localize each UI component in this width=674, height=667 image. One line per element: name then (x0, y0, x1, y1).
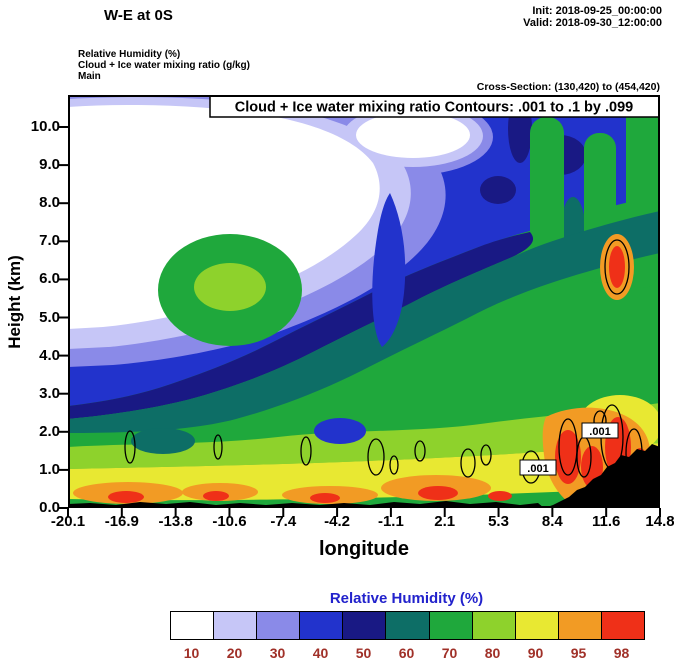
x-tick-label: -20.1 (50, 513, 86, 530)
y-tick-label: 1.0 (39, 460, 60, 478)
plot-frame (68, 95, 660, 508)
y-axis-title: Height (km) (5, 255, 24, 349)
contour-info-box: Cloud + Ice water mixing ratio Contours:… (209, 95, 660, 118)
colorbar-cell (386, 612, 430, 639)
y-tick-label: 0.0 (39, 499, 60, 516)
y-tick-label: 9.0 (39, 156, 60, 174)
contour-label-text: .001 (589, 426, 610, 438)
colorbar-cell (472, 612, 516, 639)
colorbar-tick-label: 90 (527, 645, 544, 661)
colorbar-cell (429, 612, 473, 639)
colorbar-cell (515, 612, 559, 639)
contour-label-box-upper: .001 (581, 422, 619, 439)
x-tick-label: -13.8 (158, 513, 193, 530)
terrain-mountain (544, 444, 660, 508)
x-tick-label: 14.8 (645, 513, 674, 530)
contour-label-text: .001 (527, 463, 548, 475)
x-tick-label: -10.6 (212, 513, 247, 530)
y-tick-label: 4.0 (39, 346, 60, 364)
y-tick-label: 3.0 (39, 384, 60, 402)
colorbar-tick-label: 30 (269, 645, 286, 661)
contour-label-box-lower: .001 (519, 459, 557, 476)
x-tick-marks (67, 508, 661, 517)
y-tick-marks (59, 126, 68, 509)
colorbar-tick-label: 70 (441, 645, 458, 661)
field-label-relative-humidity: Relative Humidity (%) (78, 49, 181, 60)
contour-info-text: Cloud + Ice water mixing ratio Contours:… (235, 100, 633, 116)
colorbar-tick-label: 80 (484, 645, 501, 661)
y-tick-label: 10.0 (30, 118, 60, 135)
colorbar-tick-label: 40 (312, 645, 329, 661)
colorbar-cell (601, 612, 645, 639)
colorbar-cell (343, 612, 387, 639)
colorbar-title: Relative Humidity (%) (329, 590, 484, 607)
cross-section-coords: Cross-Section: (130,420) to (454,420) (476, 81, 660, 93)
field-label-main: Main (78, 71, 101, 82)
colorbar-cell (300, 612, 344, 639)
colorbar-cell (558, 612, 602, 639)
x-tick-label: 2.1 (434, 513, 456, 530)
field-label-cloud-ice: Cloud + Ice water mixing ratio (g/kg) (78, 60, 250, 71)
x-axis-title: longitude (319, 538, 409, 560)
page-title: W-E at 0S (104, 7, 173, 24)
init-time-label: Init: 2018-09-25_00:00:00 (532, 5, 662, 17)
y-tick-label: 5.0 (39, 308, 60, 326)
rh-filled-contour-field (68, 95, 660, 508)
y-tick-label: 2.0 (39, 422, 60, 440)
colorbar-cell (214, 612, 258, 639)
x-tick-label: -16.9 (104, 513, 139, 530)
colorbar-tick-label: 95 (570, 645, 587, 661)
colorbar (170, 611, 645, 640)
colorbar-tick-label: 98 (613, 645, 630, 661)
x-tick-label: -1.1 (377, 513, 404, 530)
x-tick-label: 5.3 (488, 513, 509, 530)
x-tick-label: 11.6 (591, 513, 621, 530)
colorbar-cell (171, 612, 215, 639)
y-tick-label: 8.0 (39, 194, 60, 212)
colorbar-tick-label: 60 (398, 645, 415, 661)
cloud-contour-lines (124, 239, 654, 484)
colorbar-cell (257, 612, 301, 639)
cross-section-plot: .001 .001 Cloud + Ice water mixing ratio… (59, 95, 661, 517)
x-tick-label: 8.4 (541, 513, 563, 530)
colorbar-tick-label: 20 (226, 645, 243, 661)
x-tick-label: -4.2 (324, 513, 350, 530)
colorbar-tick-label: 50 (355, 645, 372, 661)
valid-time-label: Valid: 2018-09-30_12:00:00 (523, 17, 662, 29)
y-tick-label: 6.0 (39, 270, 60, 288)
x-tick-label: -7.4 (270, 513, 297, 530)
y-tick-label: 7.0 (39, 232, 60, 250)
colorbar-tick-label: 10 (183, 645, 200, 661)
